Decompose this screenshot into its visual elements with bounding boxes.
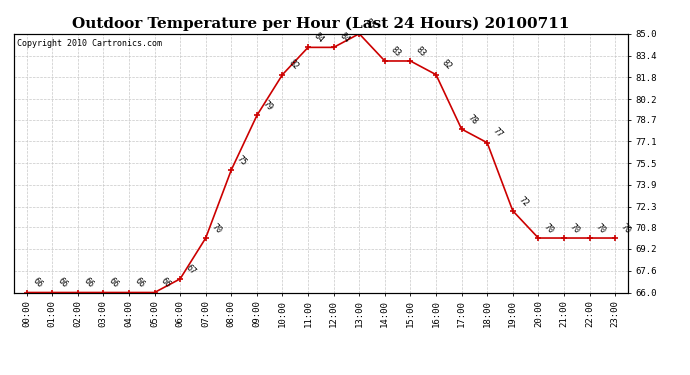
Text: 66: 66 xyxy=(57,276,70,290)
Text: 83: 83 xyxy=(389,45,402,58)
Text: 77: 77 xyxy=(491,126,505,140)
Text: 66: 66 xyxy=(82,276,95,290)
Text: 67: 67 xyxy=(184,262,198,276)
Text: Copyright 2010 Cartronics.com: Copyright 2010 Cartronics.com xyxy=(17,39,162,48)
Text: 66: 66 xyxy=(133,276,146,290)
Text: 79: 79 xyxy=(261,99,275,112)
Title: Outdoor Temperature per Hour (Last 24 Hours) 20100711: Outdoor Temperature per Hour (Last 24 Ho… xyxy=(72,17,570,31)
Text: 72: 72 xyxy=(517,195,531,208)
Text: 70: 70 xyxy=(210,222,224,235)
Text: 85: 85 xyxy=(364,18,377,31)
Text: 66: 66 xyxy=(108,276,121,290)
Text: 84: 84 xyxy=(312,31,326,45)
Text: 78: 78 xyxy=(466,113,479,126)
Text: 66: 66 xyxy=(31,276,44,290)
Text: 83: 83 xyxy=(415,45,428,58)
Text: 70: 70 xyxy=(593,222,607,235)
Text: 82: 82 xyxy=(440,58,453,72)
Text: 66: 66 xyxy=(159,276,172,290)
Text: 75: 75 xyxy=(235,154,249,167)
Text: 70: 70 xyxy=(619,222,633,235)
Text: 70: 70 xyxy=(542,222,556,235)
Text: 70: 70 xyxy=(568,222,582,235)
Text: 82: 82 xyxy=(286,58,300,72)
Text: 84: 84 xyxy=(338,31,351,45)
